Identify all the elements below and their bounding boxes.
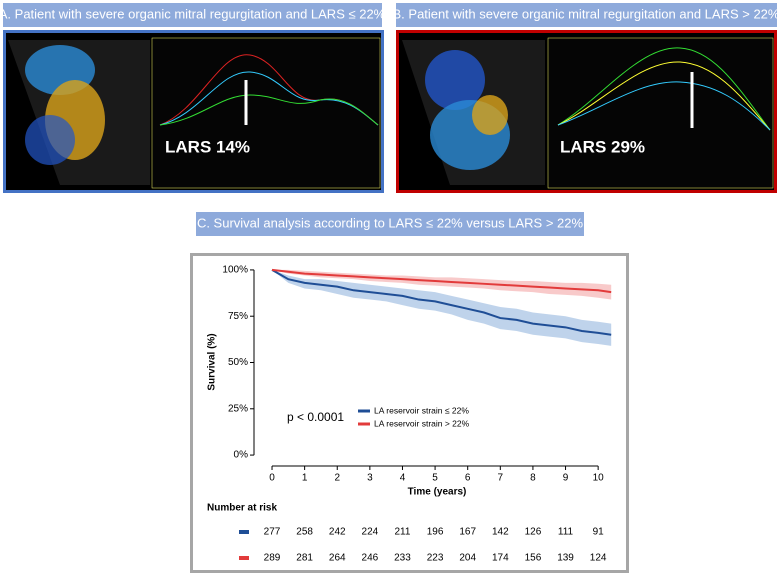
x-tick-label: 2	[334, 473, 340, 484]
x-tick-label: 10	[593, 473, 605, 484]
chart-title: C. Survival analysis according to LARS ≤…	[197, 215, 584, 230]
risk-count: 124	[590, 553, 607, 564]
risk-count: 281	[296, 553, 313, 564]
risk-count: 91	[593, 527, 605, 538]
panel-title: A. Patient with severe organic mitral re…	[0, 6, 386, 21]
x-tick-label: 3	[367, 473, 373, 484]
risk-count: 139	[557, 553, 574, 564]
y-axis-label: Survival (%)	[207, 333, 218, 390]
risk-count: 246	[362, 553, 379, 564]
annotation: p < 0.0001	[287, 410, 344, 424]
risk-count: 156	[525, 553, 542, 564]
strain-curve	[159, 94, 379, 126]
y-tick-label: 50%	[228, 357, 248, 368]
risk-count: 126	[525, 527, 542, 538]
strain-curve	[557, 81, 771, 131]
doppler	[25, 115, 75, 165]
x-tick-label: 6	[465, 473, 471, 484]
strain-curve	[557, 61, 771, 131]
x-tick-label: 9	[563, 473, 569, 484]
y-tick-label: 100%	[222, 265, 248, 276]
risk-count: 111	[558, 527, 574, 538]
strain-curve	[159, 71, 379, 126]
strain-plot	[547, 37, 774, 189]
lars-label: LARS 14%	[165, 137, 250, 156]
x-tick-label: 4	[400, 473, 406, 484]
risk-count: 142	[492, 527, 509, 538]
legend-label: LA reservoir strain ≤ 22%	[374, 405, 469, 415]
risk-count: 204	[459, 553, 476, 564]
risk-count: 289	[264, 553, 281, 564]
risk-count: 277	[264, 527, 281, 538]
risk-count: 174	[492, 553, 509, 564]
doppler	[425, 50, 485, 110]
risk-count: 223	[427, 553, 444, 564]
strain-curve	[557, 47, 771, 131]
y-tick-label: 0%	[234, 450, 249, 461]
x-axis-label: Time (years)	[408, 487, 467, 498]
y-tick-label: 75%	[228, 311, 248, 322]
x-tick-label: 0	[269, 473, 275, 484]
x-tick-label: 8	[530, 473, 536, 484]
risk-count: 258	[296, 527, 313, 538]
x-tick-label: 5	[432, 473, 438, 484]
chart-title-bar	[196, 212, 584, 236]
doppler	[472, 95, 508, 135]
risk-count: 264	[329, 553, 346, 564]
risk-count: 242	[329, 527, 346, 538]
survival-curve	[271, 268, 612, 294]
risk-count: 224	[362, 527, 379, 538]
chart-frame	[190, 253, 629, 573]
risk-count: 196	[427, 527, 444, 538]
strain-plot	[151, 37, 381, 189]
survival-curve	[271, 269, 612, 336]
panel-title-bar	[396, 3, 777, 27]
x-tick-label: 1	[302, 473, 308, 484]
lars-label: LARS 29%	[560, 137, 645, 156]
risk-table-title: Number at risk	[207, 503, 277, 514]
y-tick-label: 25%	[228, 403, 248, 414]
panel-title: B. Patient with severe organic mitral re…	[393, 6, 780, 21]
legend-label: LA reservoir strain > 22%	[374, 418, 470, 428]
x-tick-label: 7	[498, 473, 504, 484]
confidence-band	[272, 269, 612, 346]
risk-count: 211	[394, 527, 410, 538]
risk-count: 233	[394, 553, 411, 564]
risk-count: 167	[459, 527, 476, 538]
panel-title-bar	[3, 3, 382, 27]
